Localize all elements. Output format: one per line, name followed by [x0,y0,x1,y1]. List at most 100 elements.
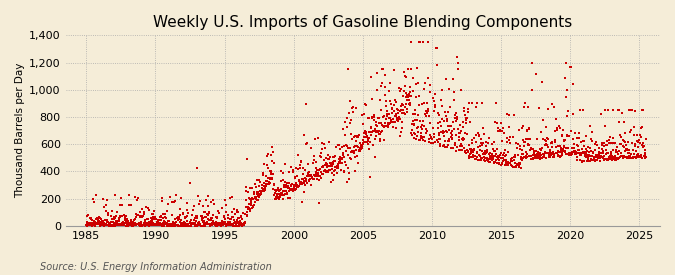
Point [158,221,169,226]
Point [639,144,649,148]
Point [198,221,209,225]
Point [553,154,564,158]
Point [438,128,449,133]
Point [160,221,171,226]
Point [379,138,389,142]
Point [378,115,389,119]
Point [341,125,352,129]
Point [313,171,324,176]
Point [544,155,555,160]
Point [317,172,328,177]
Point [240,198,251,202]
Point [416,136,427,141]
Point [385,121,396,126]
Point [151,222,161,226]
Point [195,222,206,227]
Point [398,111,409,115]
Point [616,142,627,147]
Point [607,153,618,158]
Point [217,219,228,224]
Point [587,154,597,158]
Point [119,222,130,226]
Point [86,217,97,221]
Point [232,223,243,228]
Point [415,131,426,135]
Point [340,120,350,124]
Point [85,221,96,226]
Point [117,221,128,225]
Point [480,152,491,156]
Point [196,218,207,222]
Point [541,139,551,143]
Point [497,139,508,143]
Point [202,213,213,218]
Point [595,150,606,155]
Point [427,141,437,145]
Point [362,140,373,144]
Point [624,108,634,112]
Point [334,155,345,159]
Point [613,108,624,112]
Point [107,223,118,228]
Point [607,156,618,160]
Point [328,159,339,163]
Point [398,108,408,113]
Point [500,148,510,152]
Point [451,148,462,153]
Point [259,188,270,192]
Point [538,152,549,156]
Point [485,153,495,158]
Point [87,223,98,228]
Point [562,114,572,118]
Point [368,129,379,133]
Point [445,105,456,109]
Point [495,128,506,133]
Point [624,154,635,159]
Point [615,155,626,159]
Point [385,116,396,120]
Point [453,135,464,139]
Point [541,135,552,140]
Point [138,212,149,216]
Point [271,192,282,197]
Point [450,143,460,147]
Point [211,215,222,219]
Point [460,116,471,120]
Point [456,148,466,152]
Point [556,134,567,138]
Point [562,134,572,138]
Point [232,210,243,214]
Point [165,222,176,226]
Point [157,199,168,204]
Point [547,141,558,145]
Point [155,218,166,222]
Point [469,147,480,151]
Point [342,144,353,149]
Point [358,140,369,145]
Point [627,147,638,152]
Point [379,124,389,128]
Point [436,104,447,108]
Point [155,213,166,218]
Point [375,98,385,103]
Point [124,192,134,197]
Point [244,202,254,206]
Point [209,221,219,226]
Point [483,159,493,163]
Point [484,151,495,155]
Point [543,151,554,155]
Point [84,222,95,226]
Point [359,135,370,139]
Point [434,143,445,148]
Point [608,135,618,140]
Point [431,45,441,50]
Point [435,136,446,141]
Point [415,138,426,142]
Point [388,68,399,73]
Point [175,207,186,211]
Point [522,142,533,146]
Point [375,132,385,137]
Point [454,148,464,152]
Point [580,151,591,155]
Point [580,154,591,158]
